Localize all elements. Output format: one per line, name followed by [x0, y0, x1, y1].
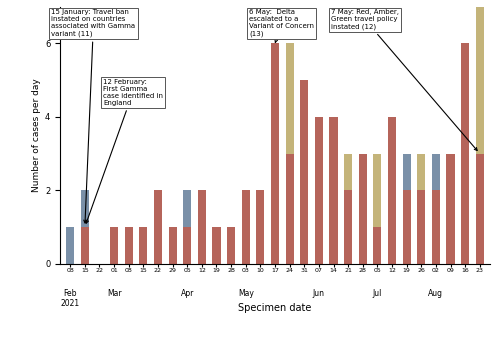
Bar [286, 44, 294, 153]
Text: 12 February:
First Gamma
case identified in
England: 12 February: First Gamma case identified… [86, 79, 163, 223]
Text: 7 May: Red, Amber,
Green travel policy
instated (12): 7 May: Red, Amber, Green travel policy i… [331, 9, 477, 150]
Bar [227, 227, 235, 264]
Bar [344, 190, 352, 264]
Bar [476, 7, 484, 153]
Bar [476, 153, 484, 264]
Bar [388, 117, 396, 264]
Bar [446, 153, 454, 264]
Bar [198, 190, 206, 264]
Bar [330, 117, 338, 264]
Bar [374, 153, 382, 227]
Bar [154, 190, 162, 264]
Bar [461, 44, 469, 264]
Bar [256, 190, 264, 264]
Bar [212, 227, 220, 264]
Bar [432, 153, 440, 190]
Text: Jul: Jul [372, 289, 382, 298]
Bar [124, 227, 133, 264]
Bar [271, 44, 279, 264]
Bar [110, 227, 118, 264]
Bar [286, 153, 294, 264]
Bar [300, 80, 308, 264]
Bar [374, 227, 382, 264]
X-axis label: Specimen date: Specimen date [238, 304, 312, 313]
Bar [315, 117, 323, 264]
Bar [242, 190, 250, 264]
Bar [66, 227, 74, 264]
Text: 15 January: Travel ban
instated on countries
associated with Gamma
variant (11): 15 January: Travel ban instated on count… [52, 9, 136, 223]
Bar [358, 153, 367, 264]
Text: Feb
2021: Feb 2021 [60, 289, 80, 308]
Bar [168, 227, 176, 264]
Text: Apr: Apr [180, 289, 194, 298]
Y-axis label: Number of cases per day: Number of cases per day [32, 78, 40, 192]
Bar [140, 227, 147, 264]
Bar [402, 190, 410, 264]
Bar [417, 190, 426, 264]
Text: Mar: Mar [107, 289, 122, 298]
Bar [417, 153, 426, 190]
Text: May: May [238, 289, 254, 298]
Bar [81, 227, 89, 264]
Bar [183, 190, 192, 227]
Bar [490, 227, 498, 264]
Text: Jun: Jun [313, 289, 325, 298]
Bar [490, 153, 498, 227]
Bar [81, 190, 89, 227]
Bar [402, 153, 410, 190]
Bar [432, 190, 440, 264]
Text: Aug: Aug [428, 289, 444, 298]
Bar [183, 227, 192, 264]
Bar [344, 153, 352, 190]
Text: 6 May:  Delta
escalated to a
Variant of Concern
(13): 6 May: Delta escalated to a Variant of C… [249, 9, 314, 42]
